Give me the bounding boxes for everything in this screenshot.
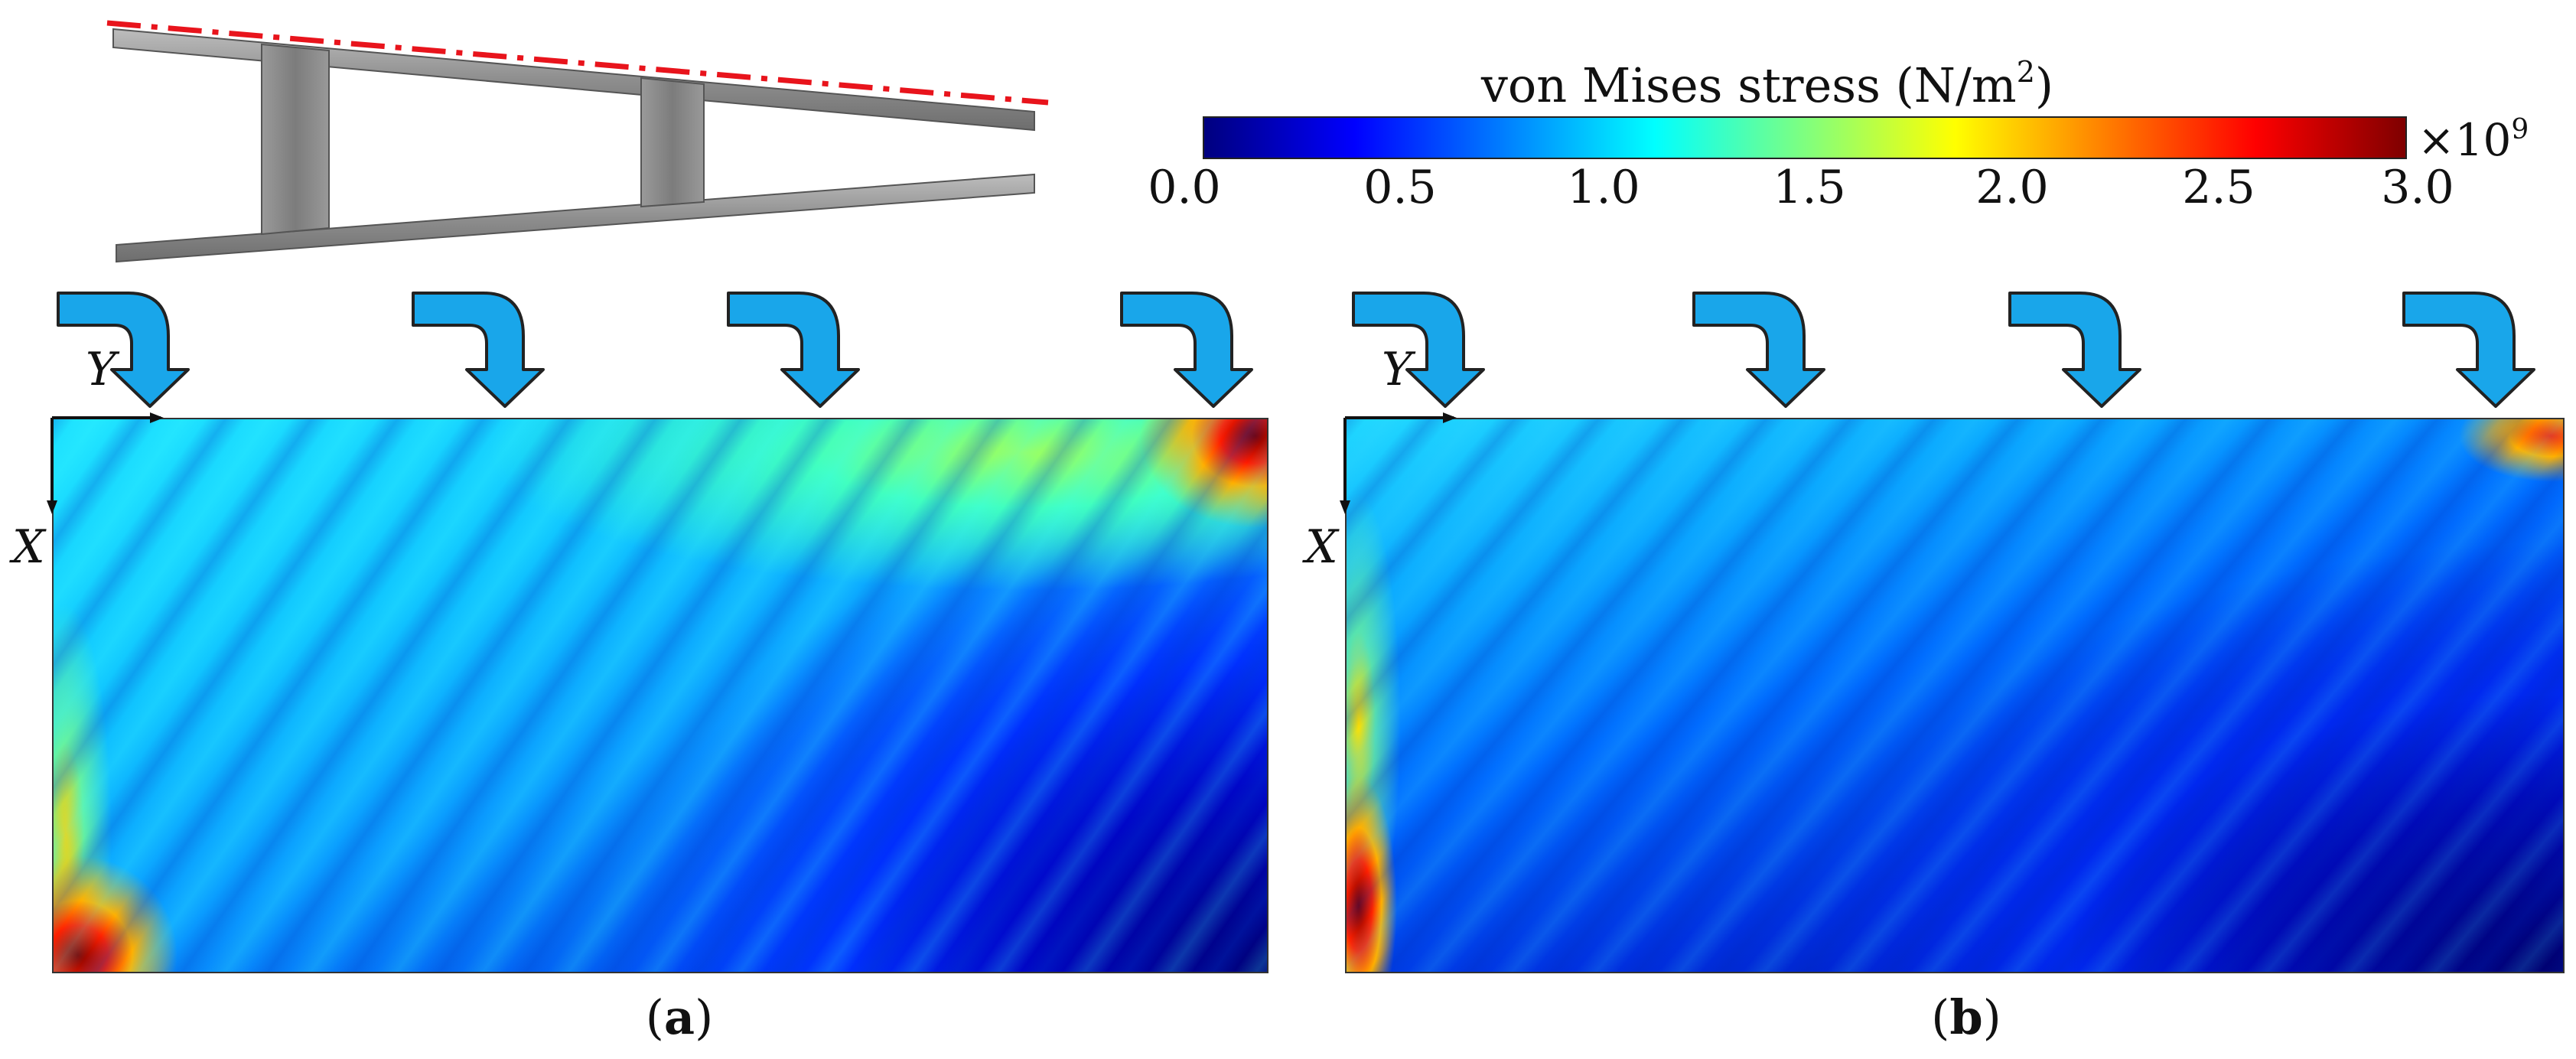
web-right xyxy=(640,77,705,208)
load-arrow xyxy=(55,279,193,409)
load-arrow xyxy=(725,279,863,409)
panel-label-a: (a) xyxy=(645,989,714,1045)
reference-dash-line xyxy=(106,20,1049,106)
load-arrow xyxy=(1350,279,1488,409)
colorbar-tick: 2.5 xyxy=(2182,161,2255,214)
colorbar-title: von Mises stress (N/m2) xyxy=(1480,55,2054,113)
stress-streaks xyxy=(1347,419,2563,972)
colorbar-tick: 0.0 xyxy=(1148,161,1221,214)
colorbar-tick: 3.0 xyxy=(2381,161,2454,214)
stress-streaks xyxy=(54,419,1267,972)
axes-triad-a xyxy=(47,412,164,514)
bottom-flange xyxy=(116,173,1035,263)
axis-label-y: Y xyxy=(1382,343,1412,396)
colorbar-tick: 2.0 xyxy=(1975,161,2049,214)
load-arrow xyxy=(410,279,548,409)
axis-label-y: Y xyxy=(86,343,116,396)
colorbar-tick: 1.0 xyxy=(1567,161,1640,214)
colorbar-tick: 0.5 xyxy=(1363,161,1437,214)
stress-map-a xyxy=(52,418,1268,973)
load-arrow xyxy=(2401,279,2539,409)
stress-map-b xyxy=(1345,418,2565,973)
load-arrow xyxy=(1119,279,1256,409)
load-arrow xyxy=(2007,279,2144,409)
colorbar-tick: 1.5 xyxy=(1773,161,1846,214)
load-arrow xyxy=(1691,279,1829,409)
axis-label-x: X xyxy=(1305,520,1338,574)
axis-label-x: X xyxy=(12,520,45,574)
colorbar xyxy=(1203,116,2407,159)
panel-label-b: (b) xyxy=(1931,989,2001,1045)
web-left xyxy=(261,43,330,236)
top-flange xyxy=(112,28,1035,132)
axes-triad-b xyxy=(1340,412,1457,514)
colorbar-multiplier: ×109 xyxy=(2418,114,2529,166)
beam-schematic xyxy=(106,20,1049,263)
